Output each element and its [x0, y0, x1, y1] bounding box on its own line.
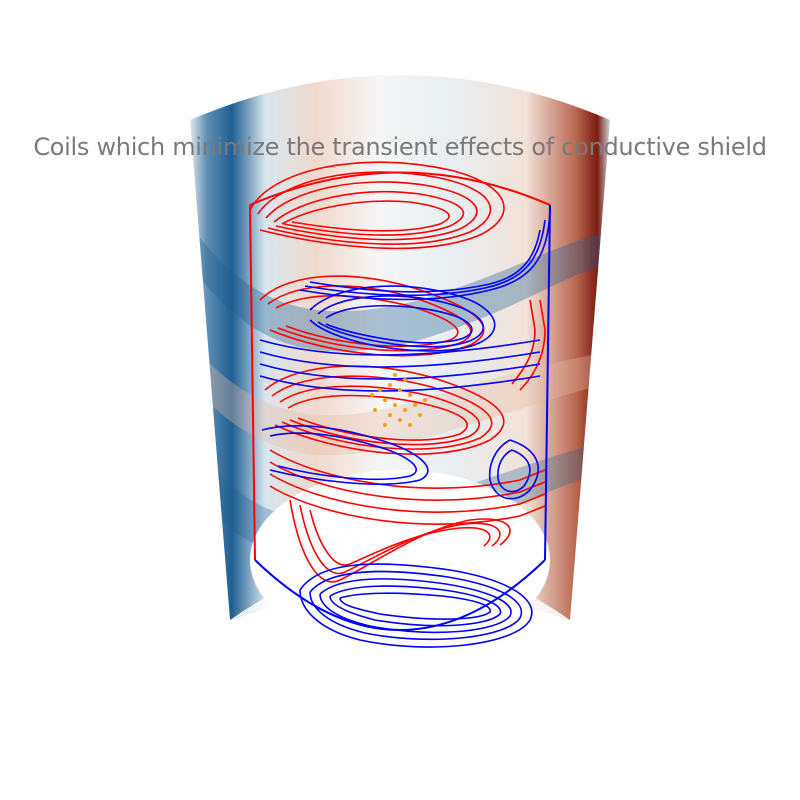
shield-surface [190, 75, 610, 620]
target-points [370, 373, 427, 427]
plot-title: Coils which minimize the transient effec… [33, 133, 767, 161]
coil-cylinder-outline [249, 171, 551, 631]
coil-windings-negative [259, 209, 551, 648]
